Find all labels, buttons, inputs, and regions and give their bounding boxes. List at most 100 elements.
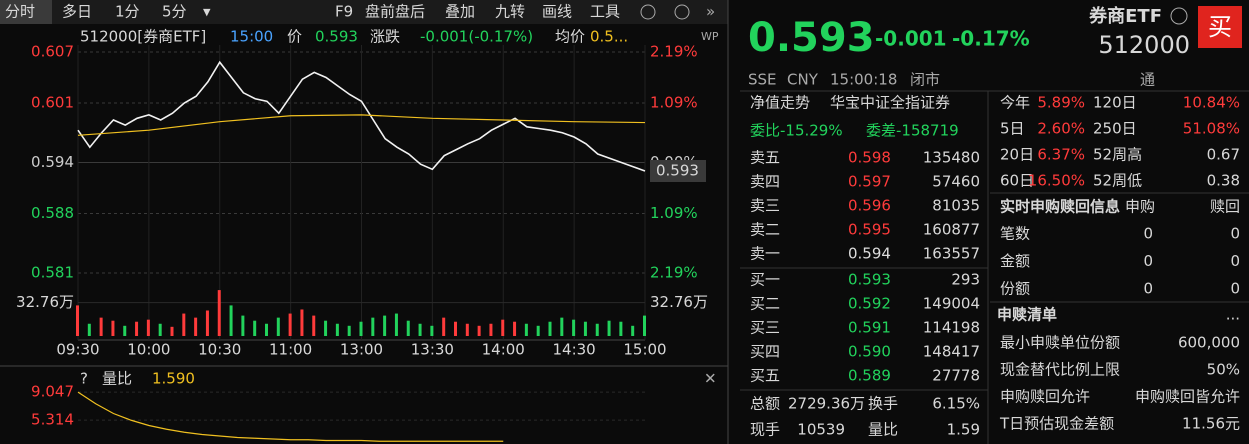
close-icon[interactable]: ✕ (704, 370, 717, 388)
volume-bar (371, 317, 375, 336)
row-label: 最小申赎单位份额 (1000, 334, 1120, 352)
tab[interactable]: 华宝中证全指证券 (830, 94, 950, 112)
column-header: 赎回 (1210, 198, 1240, 216)
perf-value: 16.50% (1028, 172, 1085, 190)
order-price: 0.593 (848, 271, 891, 289)
row-value: 0 (1143, 280, 1153, 298)
more[interactable]: ... (1226, 306, 1240, 324)
toolbar-button[interactable]: 盘前盘后 (365, 3, 425, 21)
pct-tick-label: 1.09% (650, 94, 698, 112)
toolbar-tab[interactable]: 5分 (162, 3, 187, 21)
label: 量比 (102, 370, 132, 388)
stat-value: 10539 (797, 421, 845, 439)
perf-label: 250日 (1093, 120, 1137, 138)
label: 涨跌 (370, 28, 400, 46)
stat-label: 总额 (750, 395, 780, 413)
row-label: 笔数 (1000, 225, 1030, 243)
order-volume: 27778 (932, 367, 980, 385)
wei-cha: 委差-158719 (866, 122, 959, 140)
buy-button[interactable] (1198, 6, 1242, 48)
volume-bar (477, 325, 481, 336)
volume-bar (135, 321, 139, 336)
volume-bar (359, 321, 363, 336)
y-tick-label: 32.76万 (16, 293, 74, 311)
help-icon[interactable] (674, 4, 690, 20)
toolbar-button[interactable]: 叠加 (445, 3, 475, 21)
volume-bar (442, 317, 446, 336)
tong: 通 (1140, 71, 1155, 89)
order-label: 卖五 (750, 149, 780, 167)
volume-bar (276, 317, 280, 336)
section-title: 申赎清单 (997, 306, 1057, 324)
row-value: 600,000 (1178, 334, 1240, 352)
perf-value: 2.60% (1037, 120, 1085, 138)
order-volume: 149004 (923, 295, 980, 313)
order-label: 买一 (750, 271, 780, 289)
volume-bar (383, 315, 387, 336)
label: 价 (287, 28, 302, 46)
volume-bar (619, 321, 623, 336)
last-price: 0.593 (748, 15, 875, 61)
perf-label: 20日 (1000, 146, 1034, 164)
toolbar-tab[interactable]: 分时 (5, 3, 35, 21)
perf-value: 0.38 (1207, 172, 1240, 190)
toolbar-tab[interactable]: 1分 (115, 3, 140, 21)
volume-bar (595, 323, 599, 336)
settings-icon[interactable] (640, 4, 656, 20)
avg-price-line (77, 114, 646, 136)
change: -0.001 (875, 27, 947, 51)
volume-bar (406, 320, 410, 336)
ratio-value: 1.590 (152, 370, 195, 388)
row-label: 申购赎回允许 (1000, 388, 1090, 406)
security-code: 512000 (1098, 31, 1190, 59)
perf-label: 5日 (1000, 120, 1025, 138)
x-tick-label: 13:00 (340, 341, 383, 359)
row-value: 11.56元 (1182, 415, 1240, 433)
pct-tick-label: 2.19% (650, 264, 698, 282)
volume-bar (347, 325, 351, 336)
volume-bar (123, 325, 127, 336)
tab-active (0, 0, 52, 24)
volume-bar (170, 326, 174, 336)
y-tick-label: 0.594 (31, 153, 74, 171)
wei-bi: 委比-15.29% (750, 122, 843, 140)
help-icon[interactable]: ? (80, 370, 88, 388)
volume-bar (489, 323, 493, 336)
perf-value: 0.67 (1207, 146, 1240, 164)
tab[interactable]: 净值走势 (750, 94, 810, 112)
volume-bar (288, 313, 292, 336)
toolbar-tab[interactable]: 多日 (62, 3, 92, 21)
column-header: 申购 (1125, 198, 1155, 216)
volume-bar (465, 323, 469, 336)
volume-bar (217, 290, 221, 336)
toolbar-button[interactable]: 九转 (495, 3, 525, 21)
row-value: 0 (1230, 280, 1240, 298)
volume-bar (76, 305, 79, 336)
row-value: 0 (1230, 252, 1240, 270)
volume-bar (572, 319, 576, 336)
buy-label[interactable]: 买 (1208, 13, 1232, 41)
collapse-icon[interactable]: » (706, 3, 715, 21)
volume-bar (99, 317, 103, 336)
volume-bar (324, 320, 328, 336)
time: 15:00:18 (830, 71, 897, 89)
toolbar-button[interactable]: 工具 (590, 3, 620, 21)
stat-value: 6.15% (932, 395, 980, 413)
toolbar-tab[interactable]: ▾ (203, 3, 211, 21)
stat-value: 2729.36万 (788, 395, 865, 413)
x-tick-label: 14:30 (553, 341, 596, 359)
price-line (77, 60, 646, 172)
security-code: 512000[券商ETF] (80, 28, 206, 46)
info-icon[interactable] (1170, 7, 1188, 25)
toolbar-button[interactable]: F9 (335, 3, 353, 21)
exchange: SSE (748, 71, 777, 89)
y-tick-label: 0.601 (31, 94, 74, 112)
toolbar-button[interactable]: 画线 (542, 3, 572, 21)
status: 闭市 (910, 71, 940, 89)
volume-bar (111, 320, 115, 336)
order-label: 卖一 (750, 245, 780, 263)
volume-bar (87, 323, 91, 336)
volume-bar (536, 325, 540, 336)
order-price: 0.592 (848, 295, 891, 313)
volume-bar (418, 323, 422, 336)
